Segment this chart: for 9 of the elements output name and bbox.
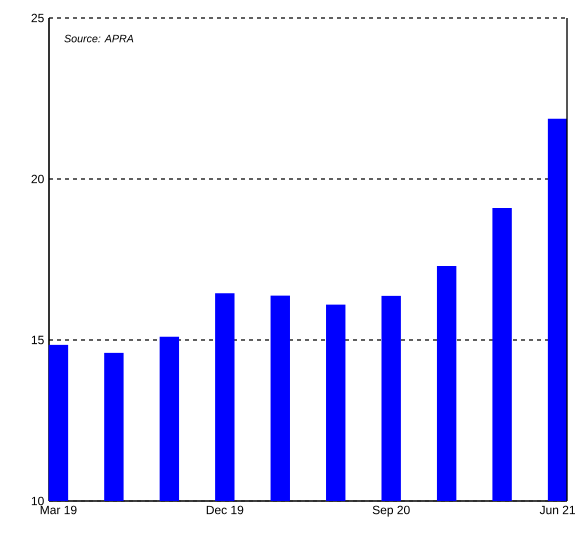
x-tick-label: Mar 19 [40,506,77,514]
x-tick-label: Jun 21 [540,506,575,514]
x-tick-label: Dec 19 [206,506,244,514]
y-tick-label: 20 [32,174,44,184]
y-tick-label: 15 [32,336,44,344]
y-tick-label: 25 [32,14,44,22]
y-tick-label: 10 [32,496,44,506]
x-tick-label: Sep 20 [372,506,410,517]
annotation: Source: APRA [64,34,134,42]
